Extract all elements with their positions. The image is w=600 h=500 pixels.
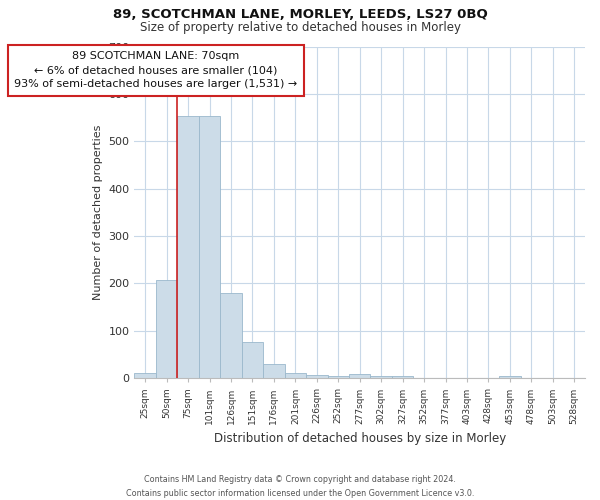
- Bar: [284, 373, 306, 378]
- Bar: [370, 376, 392, 378]
- Bar: [199, 116, 220, 378]
- Bar: [242, 342, 263, 378]
- Text: 89 SCOTCHMAN LANE: 70sqm
← 6% of detached houses are smaller (104)
93% of semi-d: 89 SCOTCHMAN LANE: 70sqm ← 6% of detache…: [14, 51, 298, 89]
- Bar: [349, 374, 370, 378]
- Text: Contains HM Land Registry data © Crown copyright and database right 2024.
Contai: Contains HM Land Registry data © Crown c…: [126, 476, 474, 498]
- Bar: [156, 280, 178, 378]
- Bar: [220, 293, 242, 378]
- X-axis label: Distribution of detached houses by size in Morley: Distribution of detached houses by size …: [214, 432, 506, 445]
- Bar: [328, 376, 349, 378]
- Text: 89, SCOTCHMAN LANE, MORLEY, LEEDS, LS27 0BQ: 89, SCOTCHMAN LANE, MORLEY, LEEDS, LS27 …: [113, 8, 487, 20]
- Bar: [263, 364, 284, 378]
- Bar: [178, 116, 199, 378]
- Bar: [392, 376, 413, 378]
- Bar: [134, 372, 156, 378]
- Y-axis label: Number of detached properties: Number of detached properties: [93, 124, 103, 300]
- Bar: [499, 376, 521, 378]
- Text: Size of property relative to detached houses in Morley: Size of property relative to detached ho…: [139, 21, 461, 34]
- Bar: [306, 375, 328, 378]
